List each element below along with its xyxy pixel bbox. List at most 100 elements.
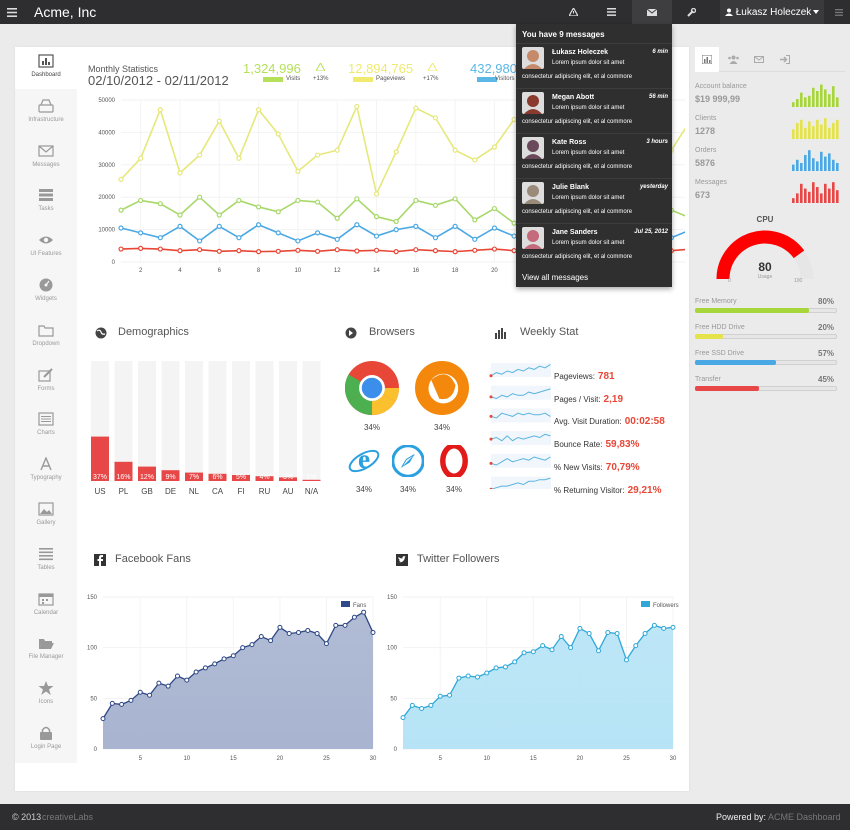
sidebar-item-widgets[interactable]: Widgets	[15, 271, 77, 313]
area-fill	[403, 625, 673, 749]
sidebar-item-dropdown[interactable]: Dropdown	[15, 316, 77, 358]
data-point	[165, 683, 171, 689]
data-point	[334, 215, 340, 221]
spark-bar	[812, 182, 815, 203]
right-tabs	[695, 47, 845, 72]
sidebar-item-messages[interactable]: Messages	[15, 137, 77, 179]
data-point	[275, 131, 281, 137]
sidebar-item-ui-features[interactable]: UI Features	[15, 226, 77, 268]
sidebar-item-gallery[interactable]: Gallery	[15, 495, 77, 537]
area-fill	[103, 612, 373, 749]
y-tick-label: 150	[87, 595, 98, 601]
data-point	[118, 176, 124, 182]
spark-bar	[816, 187, 819, 203]
data-point	[305, 627, 311, 633]
list-icon[interactable]	[592, 0, 630, 24]
data-point	[314, 152, 321, 158]
ie-icon: e	[348, 445, 380, 474]
message-preview: Lorem ipsum dolor sit amet	[552, 240, 625, 246]
data-point	[255, 222, 262, 228]
tab-users[interactable]	[721, 47, 745, 72]
message-item[interactable]: Jane Sanders Jul 25, 2012 Lorem ipsum dolo…	[516, 223, 672, 268]
tab-messages[interactable]	[747, 47, 771, 72]
message-item[interactable]: Kate Ross 3 hours Lorem ipsum dolor sit am…	[516, 133, 672, 178]
data-point	[216, 212, 222, 218]
data-point	[373, 247, 380, 253]
bar-background	[302, 361, 321, 481]
spark-bar	[812, 158, 815, 171]
menu-icon[interactable]	[828, 0, 850, 24]
spark-bar	[820, 193, 823, 203]
resource-percent: 45%	[818, 375, 835, 384]
weekly-stat-value: 2,19	[603, 393, 624, 405]
sidebar-item-dashboard[interactable]: Dashboard	[15, 47, 77, 89]
avatar	[522, 227, 544, 249]
bar-background	[185, 361, 203, 481]
data-point	[400, 715, 406, 721]
message-sender: Kate Ross	[552, 139, 587, 146]
data-point	[393, 218, 399, 225]
brand-logo[interactable]: Acme, Inc	[34, 4, 97, 20]
data-point	[432, 235, 439, 241]
sidebar-item-charts[interactable]: Charts	[15, 405, 77, 447]
warning-icon[interactable]	[554, 0, 592, 24]
sidebar-item-label: Dropdown	[32, 340, 60, 347]
avatar	[522, 92, 544, 114]
data-point	[193, 669, 199, 675]
sidebar-item-file-manager[interactable]: File Manager	[15, 629, 77, 671]
message-item[interactable]: Łukasz Holeczek 6 min Lorem ipsum dolor si…	[516, 43, 672, 88]
bar-background	[255, 361, 274, 481]
spark-bar	[820, 151, 823, 171]
message-time: 3 hours	[646, 139, 668, 145]
spark-bar	[792, 164, 795, 171]
tab-stats[interactable]	[695, 47, 719, 72]
spark-bar	[824, 183, 827, 203]
message-item[interactable]: Julie Blank yesterday Lorem ipsum dolor si…	[516, 178, 672, 223]
data-point	[128, 697, 134, 703]
sidebar-item-infrastructure[interactable]: Infrastructure	[15, 92, 77, 134]
messages-header: You have 9 messages	[522, 30, 605, 39]
x-tick-label: 18	[452, 268, 459, 274]
sidebar-item-typography[interactable]: Typography	[15, 450, 77, 492]
envelope-icon[interactable]	[632, 0, 672, 24]
powered-link[interactable]: ACME Dashboard	[768, 812, 841, 822]
data-point	[437, 693, 443, 699]
data-point	[236, 235, 242, 241]
visitors-label: Visitors	[495, 76, 515, 82]
right-panel: Account balance $19 999,99 Clients 1278 Orde…	[695, 47, 845, 397]
demographics-bar	[161, 470, 180, 481]
data-point	[419, 705, 425, 711]
sidebar-item-tasks[interactable]: Tasks	[15, 181, 77, 223]
compass-icon	[345, 327, 357, 339]
spark-bar	[828, 188, 831, 203]
wrench-icon[interactable]	[672, 0, 710, 24]
sidebar-item-login-page[interactable]: Login Page	[15, 719, 77, 761]
message-item[interactable]: Megan Abott 56 min Lorem ipsum dolor sit a…	[516, 88, 672, 133]
group-icon	[727, 55, 739, 64]
sidebar-item-tables[interactable]: Tables	[15, 540, 77, 582]
star-icon	[38, 681, 54, 696]
stat-value: 1278	[695, 126, 716, 136]
data-point	[373, 233, 380, 239]
menu-icon[interactable]	[0, 0, 24, 24]
data-point	[100, 716, 106, 722]
user-dropdown[interactable]: Łukasz Holeczek	[720, 0, 824, 24]
data-point	[456, 675, 462, 681]
x-tick-label: 20	[577, 756, 584, 762]
data-point	[351, 614, 357, 620]
data-point	[118, 225, 124, 231]
category-label: NL	[189, 487, 200, 496]
stat-sparkbars	[792, 118, 839, 139]
demographics-bar	[255, 476, 274, 481]
view-all-messages-link[interactable]: View all messages	[522, 273, 589, 282]
company-link[interactable]: creativeLabs	[42, 812, 94, 822]
sidebar-item-icons[interactable]: Icons	[15, 674, 77, 716]
tab-login[interactable]	[773, 47, 797, 72]
data-point	[216, 248, 222, 254]
envelope-icon	[38, 144, 54, 157]
message-sender: Łukasz Holeczek	[552, 49, 609, 56]
sidebar-item-forms[interactable]: Forms	[15, 361, 77, 403]
sidebar-item-calendar[interactable]: Calendar	[15, 585, 77, 627]
spark-bar	[832, 86, 835, 107]
x-tick-label: 8	[257, 268, 261, 274]
